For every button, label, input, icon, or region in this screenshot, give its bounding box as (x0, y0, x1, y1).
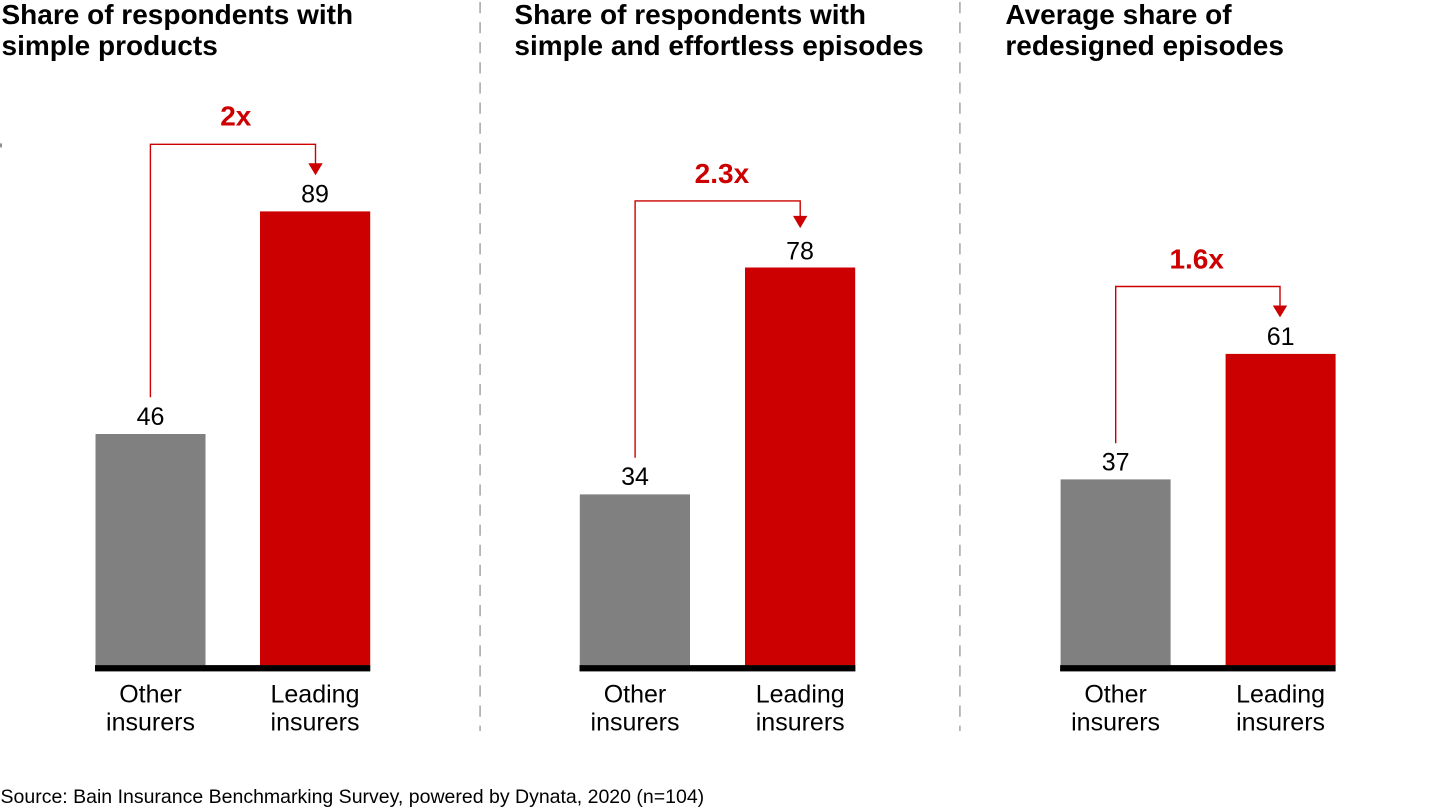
svg-text:insurers: insurers (756, 709, 845, 737)
svg-text:37: 37 (1102, 449, 1130, 477)
svg-text:simple products: simple products (2, 30, 218, 61)
svg-text:Share of respondents with: Share of respondents with (514, 0, 866, 30)
svg-text:redesigned episodes: redesigned episodes (1005, 30, 1284, 61)
svg-text:Other: Other (119, 680, 182, 708)
svg-text:Share of respondents with: Share of respondents with (2, 0, 354, 30)
svg-text:Leading: Leading (756, 680, 845, 708)
svg-text:Leading: Leading (1236, 680, 1325, 708)
svg-text:78: 78 (786, 237, 814, 265)
svg-text:Other: Other (604, 680, 667, 708)
svg-text:insurers: insurers (106, 709, 195, 737)
svg-text:89: 89 (301, 180, 329, 208)
svg-text:2x: 2x (220, 101, 252, 132)
svg-text:simple and effortless episodes: simple and effortless episodes (514, 30, 923, 61)
svg-text:46: 46 (137, 403, 165, 431)
svg-text:Source: Bain Insurance Benchma: Source: Bain Insurance Benchmarking Surv… (1, 786, 705, 808)
svg-text:2.3x: 2.3x (695, 158, 750, 189)
svg-text:61: 61 (1267, 323, 1295, 351)
svg-text:insurers: insurers (1236, 709, 1325, 737)
svg-text:Other: Other (1084, 680, 1147, 708)
svg-text:34: 34 (621, 463, 649, 491)
svg-text:insurers: insurers (1071, 709, 1160, 737)
svg-text:insurers: insurers (271, 709, 360, 737)
svg-text:Average share of: Average share of (1005, 0, 1232, 30)
svg-text:Leading: Leading (271, 680, 360, 708)
svg-text:1.6x: 1.6x (1169, 244, 1224, 275)
svg-text:insurers: insurers (591, 709, 680, 737)
